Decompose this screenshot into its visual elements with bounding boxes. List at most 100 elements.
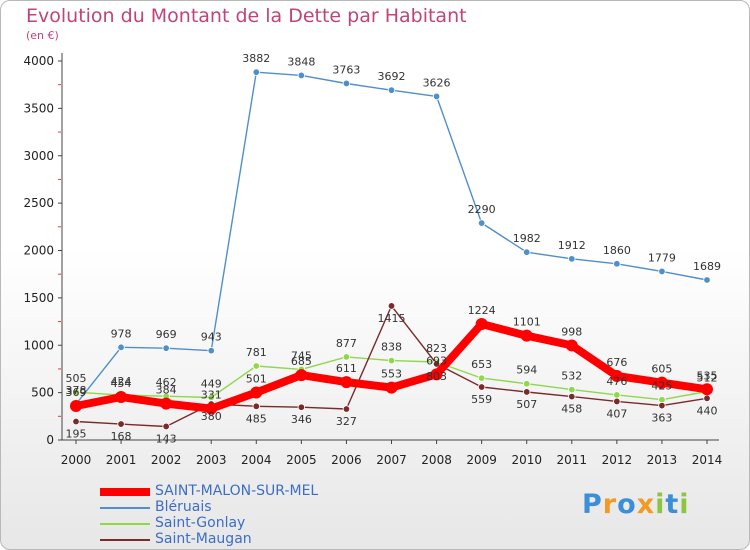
data-label: 693 <box>426 354 447 367</box>
data-label: 1224 <box>468 304 496 317</box>
data-point <box>72 388 80 396</box>
data-point <box>610 369 623 382</box>
data-point <box>252 402 260 410</box>
data-point <box>477 383 486 391</box>
data-point <box>565 339 578 352</box>
data-point <box>162 344 170 352</box>
legend-swatch <box>100 488 150 496</box>
data-point <box>613 391 621 399</box>
data-point <box>340 376 353 389</box>
data-label: 1101 <box>513 316 541 329</box>
x-tick-label: 2014 <box>692 453 723 467</box>
legend-swatch <box>100 523 150 525</box>
data-label: 653 <box>471 358 492 371</box>
data-point <box>117 420 125 428</box>
data-point <box>115 390 128 403</box>
chart-title: Evolution du Montant de la Dette par Hab… <box>26 5 467 27</box>
data-label: 2290 <box>468 203 496 216</box>
data-label: 424 <box>111 375 132 388</box>
y-tick-label: 500 <box>31 386 54 400</box>
data-label: 363 <box>651 412 672 425</box>
legend-item: Saint-Maugan <box>100 531 360 548</box>
data-label: 823 <box>426 342 447 355</box>
data-point <box>387 86 396 94</box>
legend-label: Saint-Gonlay <box>155 515 246 531</box>
data-label: 195 <box>66 428 87 441</box>
data-point <box>523 380 531 388</box>
data-point <box>432 92 441 101</box>
data-label: 1912 <box>558 239 586 252</box>
x-tick-label: 2003 <box>196 453 227 467</box>
data-point <box>477 219 486 227</box>
x-tick-label: 2007 <box>376 453 407 467</box>
data-label: 3763 <box>332 63 360 76</box>
x-tick-label: 2001 <box>106 453 137 467</box>
data-point <box>432 360 441 368</box>
data-point <box>655 376 668 389</box>
legend-swatch <box>100 539 150 541</box>
data-label: 611 <box>336 362 357 375</box>
data-label: 559 <box>471 393 492 406</box>
data-label: 1415 <box>378 312 406 325</box>
data-point <box>160 397 173 410</box>
data-label: 535 <box>697 369 718 382</box>
data-label: 143 <box>156 432 177 445</box>
data-label: 1860 <box>603 244 631 257</box>
data-label: 327 <box>336 415 357 428</box>
data-label: 369 <box>66 386 87 399</box>
data-point <box>477 374 486 382</box>
x-tick-label: 2000 <box>61 453 92 467</box>
chart-subtitle: (en €) <box>26 29 59 42</box>
data-point <box>523 388 531 396</box>
legend-item: SAINT-MALON-SUR-MEL <box>100 483 360 500</box>
data-label: 3692 <box>378 70 406 83</box>
legend-swatch <box>100 507 150 509</box>
x-tick-label: 2004 <box>241 453 272 467</box>
data-point <box>117 343 125 352</box>
data-point <box>297 403 306 411</box>
data-point <box>297 71 306 80</box>
data-label: 969 <box>156 328 177 341</box>
series-line-1 <box>75 71 708 405</box>
y-tick-label: 2000 <box>23 244 54 258</box>
x-tick-label: 2012 <box>602 453 633 467</box>
data-point <box>658 401 666 410</box>
x-tick-label: 2002 <box>151 453 182 467</box>
x-tick-label: 2006 <box>331 453 362 467</box>
data-label: 485 <box>246 412 267 425</box>
data-label: 803 <box>426 370 447 383</box>
data-label: 454 <box>111 377 132 390</box>
y-tick-label: 2500 <box>23 196 54 210</box>
data-point <box>703 276 711 284</box>
data-label: 449 <box>201 377 222 390</box>
x-tick-label: 2009 <box>466 453 497 467</box>
data-point <box>658 267 666 276</box>
data-label: 676 <box>606 356 627 369</box>
data-label: 1982 <box>513 232 541 245</box>
data-label: 532 <box>561 370 582 383</box>
data-label: 877 <box>336 337 357 350</box>
data-label: 978 <box>111 327 132 340</box>
data-label: 384 <box>156 384 177 397</box>
data-point <box>568 392 576 401</box>
data-point <box>520 329 533 342</box>
data-label: 594 <box>516 364 537 377</box>
data-label: 346 <box>291 413 312 426</box>
data-label: 476 <box>606 375 627 388</box>
x-tick-label: 2008 <box>421 453 452 467</box>
data-label: 462 <box>156 376 177 389</box>
data-point <box>295 369 308 382</box>
data-label: 458 <box>561 403 582 416</box>
data-label: 507 <box>516 398 537 411</box>
data-point <box>207 346 215 355</box>
y-tick-label: 3500 <box>23 101 54 115</box>
data-label: 425 <box>651 380 672 393</box>
data-label: 3848 <box>287 55 315 68</box>
data-label: 998 <box>561 325 582 338</box>
data-label: 685 <box>291 355 312 368</box>
data-point <box>385 381 398 394</box>
data-point <box>387 356 396 365</box>
data-label: 745 <box>291 349 312 362</box>
